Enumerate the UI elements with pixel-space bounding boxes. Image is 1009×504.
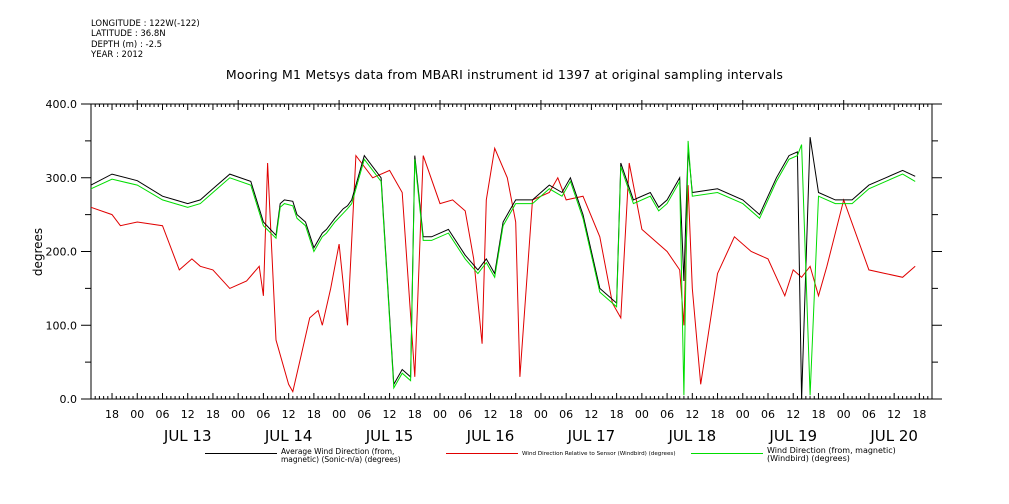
legend-label-relative-wind: Wind Direction Relative to Sensor (Windb… [522,451,676,457]
y-tick-label: 0.0 [60,393,78,406]
chart-title: Mooring M1 Metsys data from MBARI instru… [225,67,784,82]
x-hour-label: 12 [181,408,195,421]
y-tick-label: 300.0 [46,172,78,185]
x-hour-label: 06 [357,408,371,421]
year-label: YEAR : 2012 [91,49,144,60]
x-hour-label: 00 [534,408,548,421]
x-hour-label: 06 [559,408,573,421]
legend-label-average-wind: Average Wind Direction (from, magnetic) … [281,447,401,464]
x-hour-label: 12 [887,408,901,421]
latitude-label: LATITUDE : 36.8N [91,29,166,40]
legend-line-average-wind [205,453,277,454]
x-hour-label: 18 [307,408,321,421]
y-tick-label: 100.0 [46,319,78,332]
x-hour-label: 18 [811,408,825,421]
y-tick-label: 400.0 [46,98,78,111]
series-lines [90,137,916,400]
axis-ticks [81,100,942,400]
y-tick-label: 200.0 [46,246,78,259]
x-hour-label: 18 [912,408,926,421]
x-day-label: JUL 15 [365,427,414,445]
x-hour-label: 12 [483,408,497,421]
series-line-0 [90,137,916,400]
x-hour-label: 18 [105,408,119,421]
x-hour-label: 12 [685,408,699,421]
x-hour-label: 00 [635,408,649,421]
legend-line-windbird-direction [691,453,763,454]
legend-line-relative-wind [446,453,518,454]
x-hour-label: 12 [786,408,800,421]
series-line-1 [90,146,916,393]
x-day-label: JUL 13 [163,427,212,445]
x-hour-label: 12 [584,408,598,421]
series-line-2 [90,140,916,396]
x-hour-label: 00 [837,408,851,421]
plot-frame [90,103,933,400]
x-hour-label: 00 [130,408,144,421]
longitude-label: LONGITUDE : 122W(-122) [91,19,200,29]
x-hour-label: 12 [282,408,296,421]
x-hour-label: 00 [736,408,750,421]
x-hour-label: 06 [256,408,270,421]
x-day-label: JUL 17 [567,427,616,445]
x-hour-label: 00 [332,408,346,421]
x-hour-label: 06 [458,408,472,421]
x-day-label: JUL 19 [768,427,817,445]
depth-label: DEPTH (m) : -2.5 [91,39,163,50]
x-day-label: JUL 20 [869,427,918,445]
y-tick-labels: 0.0 100.0 200.0 300.0 400.0 [46,98,78,406]
x-hour-label: 12 [383,408,397,421]
x-hour-label: 06 [862,408,876,421]
x-day-label: JUL 14 [264,427,313,445]
x-tick-labels: 18 00 06 12 18 00 06 12 18 00 06 12 18 00 06 12 18 00 06 12… [105,408,926,445]
x-hour-label: 18 [711,408,725,421]
y-axis-label: degrees [31,228,45,276]
metadata-block: LONGITUDE : 122W(-122) LATITUDE : 36.8N … [91,19,200,60]
x-hour-label: 18 [610,408,624,421]
x-day-label: JUL 16 [466,427,515,445]
x-hour-label: 18 [206,408,220,421]
x-hour-label: 18 [408,408,422,421]
x-hour-label: 00 [433,408,447,421]
x-hour-label: 06 [660,408,674,421]
x-hour-label: 18 [509,408,523,421]
x-hour-label: 00 [231,408,245,421]
x-hour-label: 06 [155,408,169,421]
x-hour-label: 06 [761,408,775,421]
legend-label-windbird-direction: Wind Direction (from, magnetic) (Windbir… [767,446,896,463]
x-day-label: JUL 18 [668,427,717,445]
